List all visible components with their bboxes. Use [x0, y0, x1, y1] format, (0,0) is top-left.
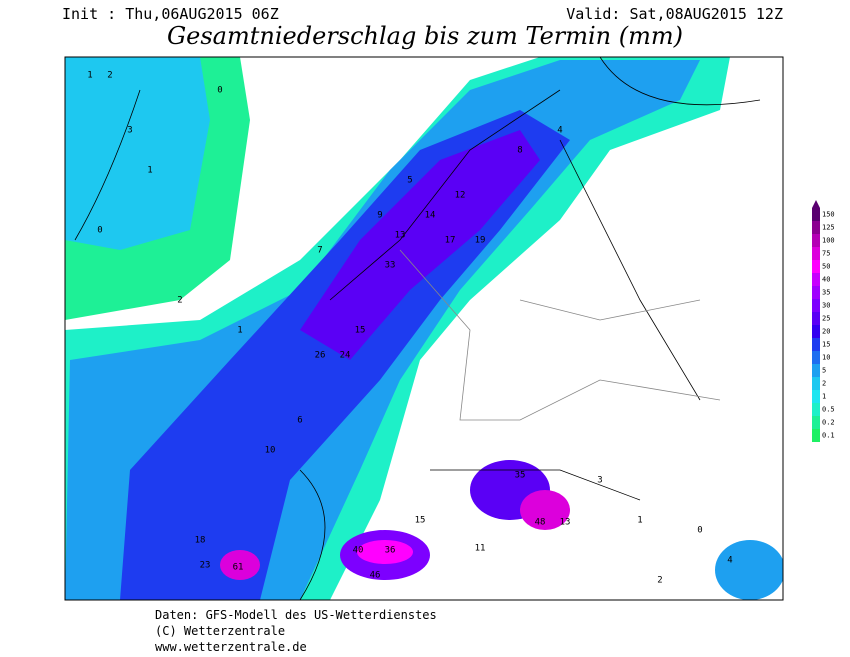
precip-value: 15 — [355, 326, 366, 336]
legend-swatch — [812, 351, 820, 364]
legend-label: 1 — [822, 393, 826, 401]
footer-url: www.wetterzentrale.de — [155, 640, 307, 654]
map-frame — [64, 56, 784, 601]
legend-label: 0.5 — [822, 406, 835, 414]
legend-label: 0.2 — [822, 419, 835, 427]
precip-value: 9 — [377, 211, 382, 221]
legend-label: 75 — [822, 250, 830, 258]
precip-value: 1 — [87, 71, 92, 81]
precip-value: 2 — [177, 296, 182, 306]
map-title: Gesamtniederschlag bis zum Termin (mm) — [167, 22, 683, 50]
precip-value: 1 — [637, 516, 642, 526]
precip-value: 46 — [370, 571, 381, 581]
precip-value: 4 — [557, 126, 562, 136]
precip-value: 15 — [415, 516, 426, 526]
precip-area — [220, 550, 260, 580]
precip-value: 2 — [107, 71, 112, 81]
legend-label: 15 — [822, 341, 830, 349]
legend-label: 100 — [822, 237, 835, 245]
legend-swatch — [812, 416, 820, 429]
precip-value: 48 — [535, 518, 546, 528]
legend-label: 150 — [822, 211, 835, 219]
precip-value: 2 — [657, 576, 662, 586]
precip-value: 40 — [353, 546, 364, 556]
precip-value: 3 — [127, 126, 132, 136]
precip-value: 17 — [445, 236, 456, 246]
legend-label: 0.1 — [822, 432, 835, 440]
legend-swatch — [812, 325, 820, 338]
border — [399, 249, 721, 421]
legend-arrow — [812, 200, 820, 208]
precip-value: 0 — [97, 226, 102, 236]
precip-value: 5 — [407, 176, 412, 186]
legend-swatch — [812, 221, 820, 234]
legend-swatch — [812, 390, 820, 403]
precip-value: 18 — [195, 536, 206, 546]
footer-copyright: (C) Wetterzentrale — [155, 624, 285, 638]
coastline — [74, 57, 761, 600]
legend-label: 30 — [822, 302, 830, 310]
precip-value: 14 — [425, 211, 436, 221]
precip-value: 7 — [317, 246, 322, 256]
legend-label: 25 — [822, 315, 830, 323]
precip-value: 61 — [233, 563, 244, 573]
legend-label: 5 — [822, 367, 826, 375]
precip-value: 8 — [517, 146, 522, 156]
precip-value: 35 — [515, 471, 526, 481]
precip-value: 33 — [385, 261, 396, 271]
precip-value: 0 — [217, 86, 222, 96]
legend-label: 125 — [822, 224, 835, 232]
legend-swatch — [812, 429, 820, 442]
init-time: Init : Thu,06AUG2015 06Z — [62, 5, 279, 23]
precip-value: 12 — [455, 191, 466, 201]
legend-swatch — [812, 364, 820, 377]
precip-value: 6 — [297, 416, 302, 426]
precip-value: 10 — [265, 446, 276, 456]
legend-swatch — [812, 403, 820, 416]
legend-swatch — [812, 208, 820, 221]
legend-label: 10 — [822, 354, 830, 362]
legend-swatch — [812, 286, 820, 299]
legend-label: 35 — [822, 289, 830, 297]
legend-swatch — [812, 377, 820, 390]
precip-value: 19 — [475, 236, 486, 246]
precip-value: 26 — [315, 351, 326, 361]
precip-value: 24 — [340, 351, 351, 361]
precip-area — [715, 540, 783, 600]
valid-time: Valid: Sat,08AUG2015 12Z — [566, 5, 783, 23]
precip-value: 4 — [727, 556, 732, 566]
precip-value: 1 — [147, 166, 152, 176]
precip-area — [65, 57, 210, 250]
precip-value: 13 — [395, 231, 406, 241]
legend-swatch — [812, 299, 820, 312]
legend-swatch — [812, 312, 820, 325]
precip-area — [300, 130, 540, 360]
legend-swatch — [812, 273, 820, 286]
legend-swatch — [812, 260, 820, 273]
legend-swatch — [812, 338, 820, 351]
legend-label: 40 — [822, 276, 830, 284]
legend-label: 50 — [822, 263, 830, 271]
legend-swatch — [812, 234, 820, 247]
precip-value: 1 — [237, 326, 242, 336]
precip-value: 3 — [597, 476, 602, 486]
legend-label: 20 — [822, 328, 830, 336]
precip-value: 23 — [200, 561, 211, 571]
legend: 150 125 100 75 50 40 35 30 25 20 15 10 5 2 1 0.5 0.2 0.1 — [812, 200, 835, 442]
precip-value: 13 — [560, 518, 571, 528]
precip-value: 36 — [385, 546, 396, 556]
precip-value: 11 — [475, 544, 486, 554]
precip-area — [520, 490, 570, 530]
legend-swatch — [812, 247, 820, 260]
precip-area — [357, 540, 413, 564]
footer-source: Daten: GFS-Modell des US-Wetterdienstes — [155, 608, 437, 622]
precip-value: 0 — [697, 526, 702, 536]
legend-label: 2 — [822, 380, 826, 388]
